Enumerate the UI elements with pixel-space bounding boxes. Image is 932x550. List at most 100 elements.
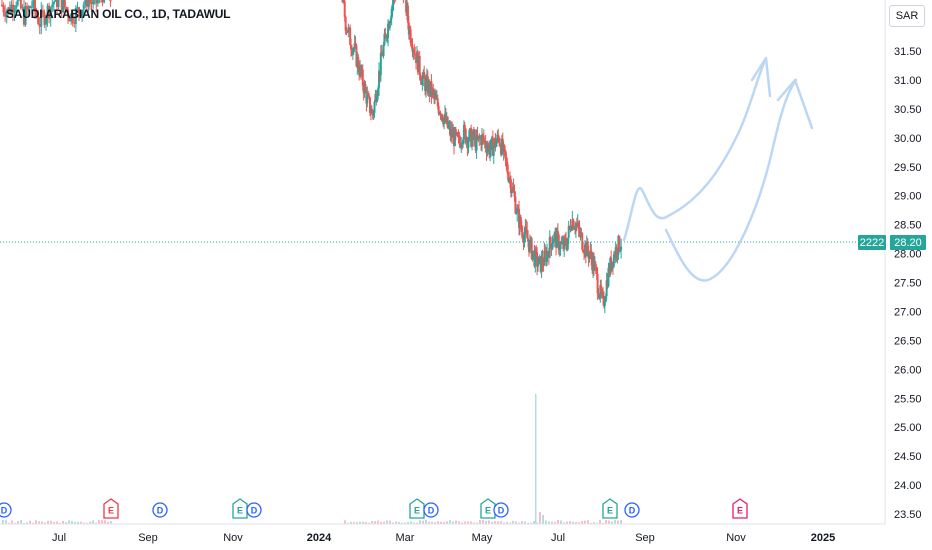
candle bbox=[45, 15, 47, 31]
candle bbox=[5, 8, 8, 24]
dividend-marker[interactable]: D bbox=[624, 502, 640, 518]
candle bbox=[434, 90, 437, 100]
candle bbox=[572, 218, 575, 231]
earnings-marker[interactable]: E bbox=[232, 498, 248, 519]
candle bbox=[43, 9, 46, 28]
price-tick-label: 28.00 bbox=[894, 249, 922, 261]
candle bbox=[357, 53, 360, 73]
candle bbox=[557, 232, 560, 255]
dividend-marker[interactable]: D bbox=[152, 502, 168, 518]
volume-bar bbox=[44, 522, 46, 524]
volume-bar bbox=[14, 522, 16, 524]
time-axis[interactable]: Jul Sep Nov 2024 Mar May Jul Sep Nov 2025 bbox=[0, 525, 932, 550]
volume-bar bbox=[608, 520, 610, 524]
volume-bar bbox=[92, 520, 94, 524]
candle bbox=[38, 17, 41, 35]
volume-bar bbox=[575, 522, 577, 524]
volume-bar bbox=[17, 521, 19, 524]
volume-spike bbox=[535, 394, 537, 524]
last-price-badge: 28.20 bbox=[890, 235, 926, 250]
candle bbox=[512, 178, 515, 193]
volume-bar bbox=[476, 522, 478, 524]
volume-bar bbox=[431, 521, 433, 524]
volume-bar bbox=[437, 521, 439, 524]
time-tick-label: Mar bbox=[396, 532, 415, 544]
candle bbox=[57, 0, 60, 10]
candle bbox=[350, 38, 353, 57]
candle bbox=[504, 149, 507, 167]
candle bbox=[519, 214, 522, 230]
candle bbox=[2, 2, 5, 17]
volume-bar bbox=[521, 521, 523, 524]
candle bbox=[101, 0, 104, 7]
candle bbox=[407, 15, 410, 40]
volume-bar bbox=[551, 521, 553, 524]
volume-bar bbox=[440, 521, 442, 524]
candle bbox=[10, 0, 13, 16]
price-tick-label: 24.00 bbox=[894, 480, 922, 492]
candle bbox=[409, 25, 412, 47]
volume-bar bbox=[434, 522, 436, 524]
price-tick-label: 25.00 bbox=[894, 422, 922, 434]
drawing-stroke[interactable] bbox=[750, 56, 772, 98]
earnings-marker[interactable]: E bbox=[602, 498, 618, 519]
dividend-marker[interactable]: D bbox=[493, 502, 509, 518]
candle bbox=[378, 62, 381, 96]
candle bbox=[423, 65, 426, 80]
candle bbox=[387, 19, 390, 47]
volume-bar bbox=[401, 522, 403, 524]
candle bbox=[615, 244, 618, 262]
candle bbox=[41, 4, 44, 18]
volume-bar bbox=[596, 522, 598, 524]
forecast-drawing[interactable] bbox=[622, 56, 814, 282]
candle bbox=[32, 0, 35, 11]
candle bbox=[492, 142, 495, 164]
candle bbox=[34, 0, 36, 20]
volume-bar bbox=[68, 520, 70, 524]
volume-bar bbox=[56, 521, 58, 524]
volume-bar bbox=[422, 520, 424, 524]
candle bbox=[443, 117, 446, 130]
candle bbox=[567, 220, 570, 244]
candle bbox=[24, 2, 27, 27]
time-tick-label: Nov bbox=[223, 532, 243, 544]
volume-bar bbox=[362, 521, 364, 524]
time-tick-label: 2025 bbox=[811, 532, 835, 544]
candle bbox=[506, 157, 509, 175]
volume-bar bbox=[5, 520, 7, 524]
volume-bar bbox=[443, 521, 445, 524]
candle bbox=[89, 0, 91, 10]
candle bbox=[388, 21, 391, 31]
volume-bar bbox=[449, 520, 451, 524]
candle bbox=[612, 251, 615, 269]
time-tick-label: Sep bbox=[635, 532, 655, 544]
earnings-marker[interactable]: E bbox=[409, 498, 425, 519]
dividend-marker[interactable]: D bbox=[246, 502, 262, 518]
earnings-marker[interactable]: E bbox=[103, 498, 119, 519]
volume-bar bbox=[53, 521, 55, 524]
volume-bar bbox=[461, 522, 463, 524]
currency-button[interactable]: SAR bbox=[889, 5, 925, 27]
time-tick-label: May bbox=[472, 532, 493, 544]
drawing-stroke[interactable] bbox=[622, 58, 767, 242]
volume-bar bbox=[509, 522, 511, 524]
volume-bar bbox=[359, 521, 361, 524]
candle bbox=[499, 137, 502, 148]
earnings-marker[interactable]: E bbox=[732, 498, 748, 519]
drawing-stroke[interactable] bbox=[664, 78, 798, 282]
dividend-marker[interactable]: D bbox=[0, 502, 12, 518]
volume-bar bbox=[8, 522, 10, 524]
dividend-marker[interactable]: D bbox=[423, 502, 439, 518]
volume-bar bbox=[344, 520, 346, 524]
candle bbox=[618, 235, 621, 253]
candle bbox=[26, 2, 29, 17]
volume-bar bbox=[26, 522, 28, 524]
candle bbox=[51, 0, 54, 13]
candle bbox=[92, 0, 95, 9]
price-axis[interactable]: 31.50 31.00 30.50 30.00 29.50 29.00 28.50 28.00… bbox=[884, 0, 922, 524]
drawing-stroke[interactable] bbox=[776, 78, 814, 130]
earnings-marker[interactable]: E bbox=[480, 498, 496, 519]
volume-bar bbox=[497, 521, 499, 524]
